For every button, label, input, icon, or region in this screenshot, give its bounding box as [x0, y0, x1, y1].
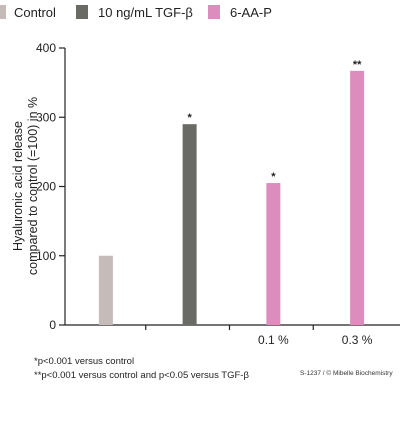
bar	[182, 124, 197, 325]
legend-label-tgf-beta: 10 ng/mL TGF-β	[98, 4, 193, 20]
significance-marker: **	[353, 59, 362, 71]
legend-item-6-aa-p: 6-AA-P	[208, 4, 272, 20]
bar	[350, 70, 365, 325]
y-tick-label: 0	[49, 318, 56, 332]
footnote-significance-1: *p<0.001 versus control	[34, 356, 135, 367]
copyright-credit: S-1237 / © Mibelle Biochemistry	[300, 370, 393, 377]
legend-swatch-tgf-beta	[76, 5, 88, 19]
y-tick-label: 100	[36, 249, 56, 263]
legend-item-control: Control	[0, 4, 56, 20]
legend-swatch-control	[0, 5, 6, 19]
y-tick-label: 400	[36, 41, 56, 55]
x-category-label: 0.1 %	[258, 333, 289, 347]
legend-item-tgf-beta: 10 ng/mL TGF-β	[76, 4, 193, 20]
significance-marker: *	[271, 171, 276, 183]
significance-marker: *	[187, 112, 192, 124]
legend: Control 10 ng/mL TGF-β 6-AA-P	[0, 0, 400, 24]
legend-label-control: Control	[14, 4, 56, 20]
legend-label-6-aa-p: 6-AA-P	[230, 4, 272, 20]
x-category-label: 0.3 %	[342, 333, 373, 347]
y-tick-label: 300	[36, 110, 56, 124]
bar	[266, 183, 281, 325]
y-tick-label: 200	[36, 180, 56, 194]
bar	[98, 255, 113, 325]
legend-swatch-6-aa-p	[208, 5, 220, 19]
footnote-significance-2: **p<0.001 versus control and p<0.05 vers…	[34, 370, 249, 381]
